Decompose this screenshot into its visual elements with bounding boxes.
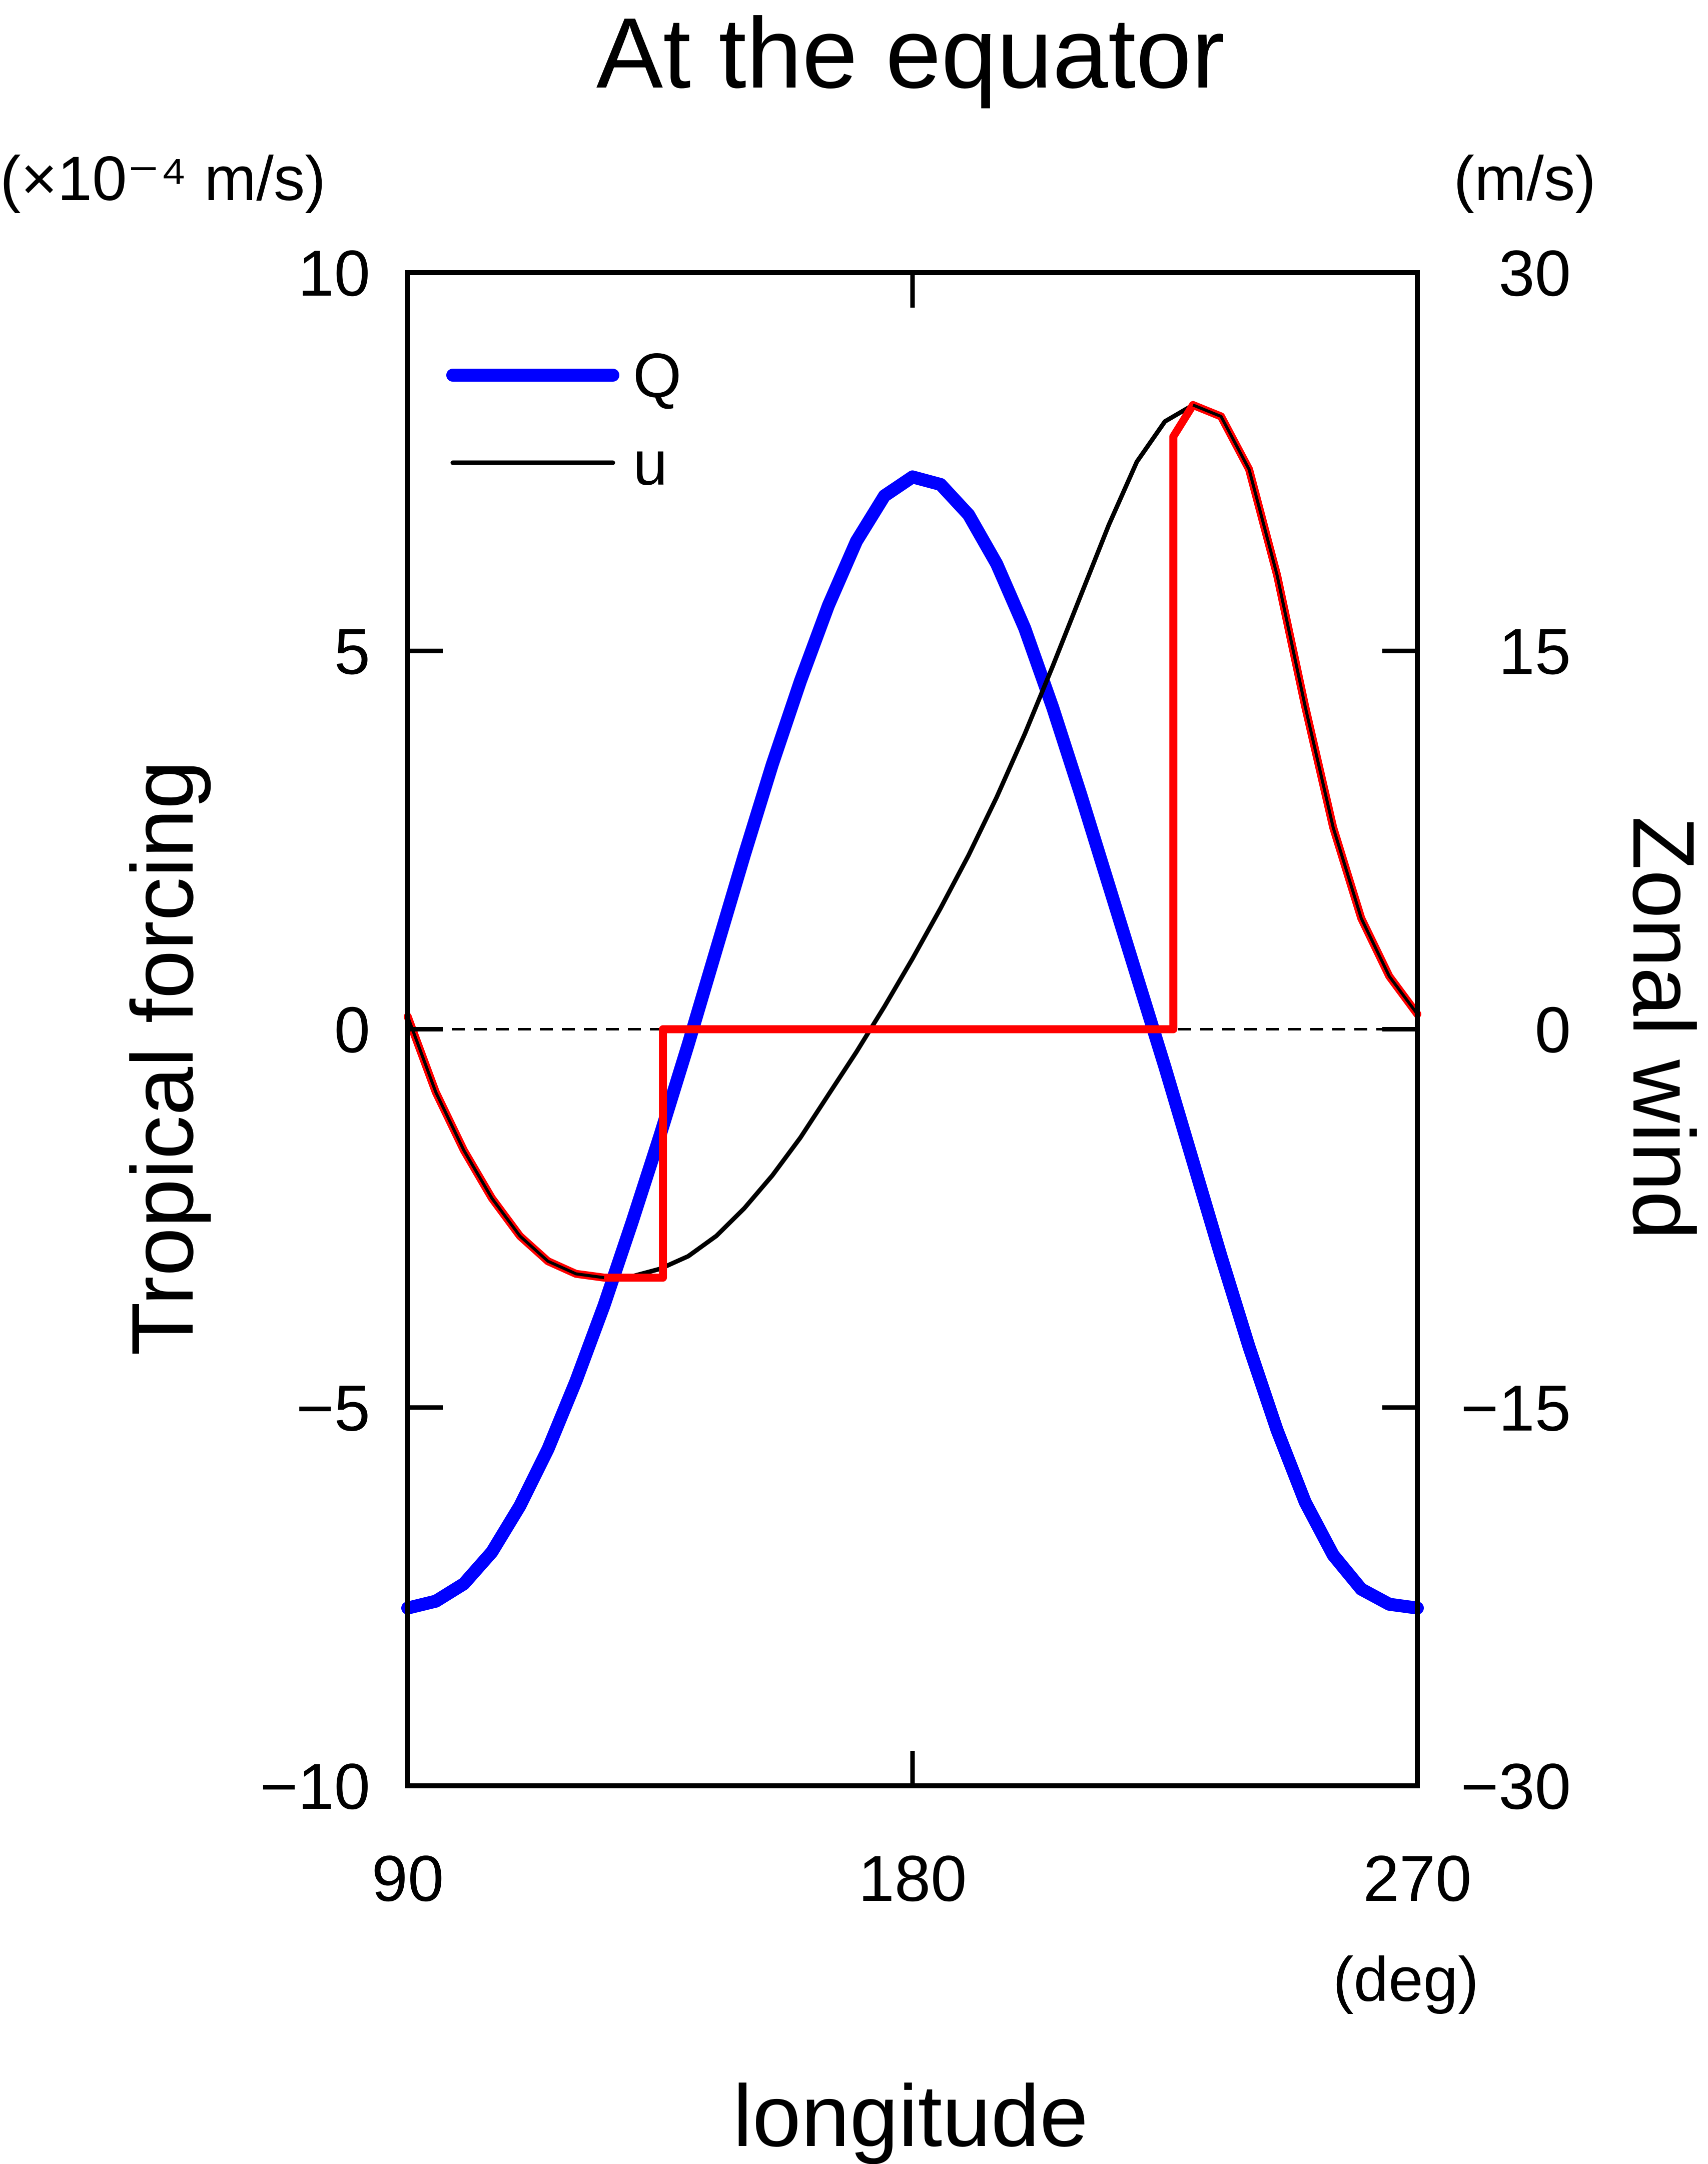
x-tick-label: 90 bbox=[372, 1842, 444, 1915]
left-axis-unit: (×10⁻⁴ m/s) bbox=[0, 144, 326, 214]
legend: Qu bbox=[446, 341, 681, 498]
left-axis-title: Tropical forcing bbox=[114, 760, 212, 1356]
y-right-tick-label: 15 bbox=[1498, 615, 1571, 688]
series-line-u-overlay-0 bbox=[406, 1016, 604, 1280]
series-line-u-overlay-1 bbox=[1192, 403, 1419, 1015]
right-axis-title: Zonal wind bbox=[1614, 816, 1708, 1240]
y-left-tick-label: 5 bbox=[334, 615, 370, 688]
y-left-tick-label: 10 bbox=[298, 237, 370, 310]
x-tick-label: 180 bbox=[859, 1842, 967, 1915]
y-right-tick-label: 30 bbox=[1498, 237, 1571, 310]
y-left-tick-label: −5 bbox=[296, 1372, 370, 1445]
series-line-Q bbox=[401, 470, 1424, 1615]
y-right-tick-label: −15 bbox=[1460, 1372, 1571, 1445]
x-tick-label: 270 bbox=[1363, 1842, 1472, 1915]
y-right-tick-label: 0 bbox=[1535, 993, 1571, 1066]
x-axis-unit: (deg) bbox=[1333, 1945, 1479, 2014]
legend-label-Q: Q bbox=[633, 341, 681, 411]
chart-title: At the equator bbox=[596, 0, 1225, 109]
legend-label-u: u bbox=[633, 429, 668, 498]
y-left-tick-label: −10 bbox=[260, 1750, 370, 1823]
right-axis-unit: (m/s) bbox=[1453, 144, 1596, 214]
y-right-tick-label: −30 bbox=[1460, 1750, 1571, 1823]
y-left-tick-label: 0 bbox=[334, 993, 370, 1066]
x-axis-title: longitude bbox=[733, 2067, 1088, 2164]
plot-area: 10 5 0 −5 −10 30 15 0 −15 −30 90 180 270 bbox=[260, 237, 1571, 1915]
